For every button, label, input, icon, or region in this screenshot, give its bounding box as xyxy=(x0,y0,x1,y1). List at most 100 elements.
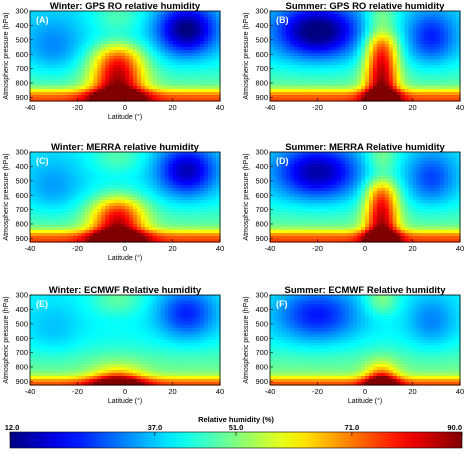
heatmap-cell xyxy=(337,14,342,18)
heatmap-cell xyxy=(160,152,166,156)
heatmap-cell xyxy=(361,167,366,171)
heatmap-cell xyxy=(61,206,67,210)
heatmap-cell xyxy=(180,224,185,228)
heatmap-cell xyxy=(132,176,138,180)
heatmap-cell xyxy=(117,56,122,60)
heatmap-cell xyxy=(128,191,134,195)
heatmap-cell xyxy=(57,158,63,162)
heatmap-cell xyxy=(148,14,154,18)
heatmap-cell xyxy=(180,221,185,225)
heatmap-cell xyxy=(168,215,174,219)
heatmap-cell xyxy=(85,59,90,63)
heatmap-cell xyxy=(420,179,425,183)
heatmap-cell xyxy=(456,53,461,57)
heatmap-cell xyxy=(184,44,189,48)
heatmap-cell xyxy=(309,89,315,93)
heatmap-cell xyxy=(61,221,67,225)
heatmap-cell xyxy=(164,77,170,81)
heatmap-cell xyxy=(45,74,51,78)
heatmap-cell xyxy=(57,41,63,45)
heatmap-cell xyxy=(273,164,279,168)
heatmap-cell xyxy=(285,95,291,99)
heatmap-cell xyxy=(33,191,39,195)
heatmap-cell xyxy=(420,182,425,186)
heatmap-cell xyxy=(45,182,51,186)
heatmap-cell xyxy=(33,38,39,42)
heatmap-cell xyxy=(33,185,39,189)
heatmap-cell xyxy=(30,209,35,213)
heatmap-cell xyxy=(180,233,185,237)
heatmap-cell xyxy=(196,23,201,27)
heatmap-cell xyxy=(180,188,185,192)
heatmap-cell xyxy=(113,83,118,87)
heatmap-cell xyxy=(188,167,193,171)
heatmap-cell xyxy=(208,215,213,219)
heatmap-cell xyxy=(49,32,55,36)
heatmap-cell xyxy=(176,80,182,84)
heatmap-cell xyxy=(33,227,39,231)
heatmap-cell xyxy=(65,161,71,165)
heatmap-cell xyxy=(357,74,362,78)
heatmap-cell xyxy=(200,236,205,240)
heatmap-cell xyxy=(117,83,122,87)
heatmap-cell xyxy=(53,50,59,54)
heatmap-cell xyxy=(57,71,63,75)
heatmap-cell xyxy=(81,68,87,72)
heatmap-cell xyxy=(101,227,106,231)
heatmap-cell xyxy=(200,227,205,231)
heatmap-cell xyxy=(349,38,354,42)
heatmap-cell xyxy=(109,197,114,201)
heatmap-cell xyxy=(273,50,279,54)
heatmap-cell xyxy=(361,32,366,36)
heatmap-cell xyxy=(136,197,142,201)
heatmap-cell xyxy=(132,53,138,57)
heatmap-cell xyxy=(164,14,170,18)
heatmap-cell xyxy=(345,65,350,69)
heatmap-cell xyxy=(121,53,126,57)
heatmap-cell xyxy=(168,224,174,228)
heatmap-cell xyxy=(208,203,213,207)
heatmap-cell xyxy=(200,203,205,207)
heatmap-cell xyxy=(184,182,189,186)
heatmap-cell xyxy=(105,98,110,102)
heatmap-cell xyxy=(33,17,39,21)
heatmap-cell xyxy=(345,164,350,168)
heatmap-cell xyxy=(192,167,197,171)
heatmap-cell xyxy=(396,59,402,63)
heatmap-cell xyxy=(301,89,307,93)
heatmap-cell xyxy=(164,230,170,234)
heatmap-cell xyxy=(77,179,83,183)
heatmap-cell xyxy=(184,179,189,183)
heatmap-cell xyxy=(212,68,217,72)
heatmap-cell xyxy=(452,173,457,177)
heatmap-cell xyxy=(69,86,75,90)
heatmap-cell xyxy=(408,92,414,96)
heatmap-cell xyxy=(117,188,122,192)
heatmap-cell xyxy=(270,74,275,78)
heatmap-cell xyxy=(309,62,315,66)
heatmap-cell xyxy=(196,68,201,72)
heatmap-cell xyxy=(69,167,75,171)
heatmap-cell xyxy=(101,68,106,72)
heatmap-cell xyxy=(184,32,189,36)
heatmap-cell xyxy=(388,80,394,84)
heatmap-cell xyxy=(204,227,209,231)
heatmap-cell xyxy=(412,98,418,102)
heatmap-cell xyxy=(30,197,35,201)
heatmap-cell xyxy=(289,74,295,78)
heatmap-cell xyxy=(81,59,87,63)
heatmap-cell xyxy=(152,203,158,207)
heatmap-cell xyxy=(353,17,358,21)
heatmap-cell xyxy=(69,62,75,66)
heatmap-cell xyxy=(325,176,330,180)
heatmap-cell xyxy=(188,65,193,69)
heatmap-cell xyxy=(376,77,382,81)
heatmap-cell xyxy=(353,179,358,183)
heatmap-cell xyxy=(156,23,162,27)
heatmap-cell xyxy=(345,59,350,63)
heatmap-cell xyxy=(160,179,166,183)
heatmap-cell xyxy=(396,71,402,75)
heatmap-cell xyxy=(148,236,154,240)
heatmap-cell xyxy=(321,170,327,174)
heatmap-cell xyxy=(216,197,221,201)
